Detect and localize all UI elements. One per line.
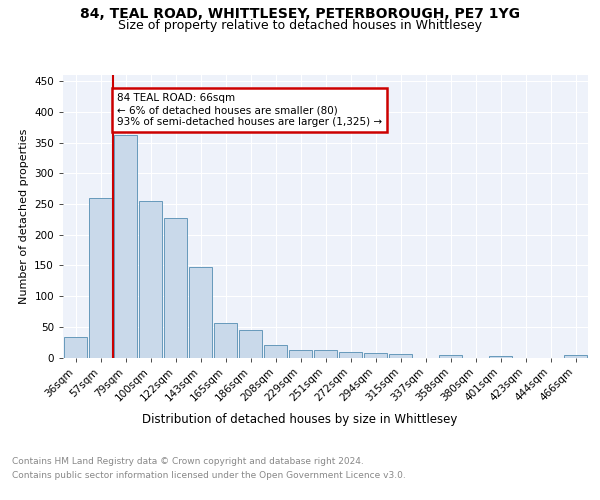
Bar <box>214 323 238 358</box>
Text: Distribution of detached houses by size in Whittlesey: Distribution of detached houses by size … <box>142 412 458 426</box>
Bar <box>389 354 412 358</box>
Bar <box>563 355 587 358</box>
Bar <box>488 356 512 358</box>
Bar <box>338 352 362 358</box>
Bar <box>364 352 388 358</box>
Y-axis label: Number of detached properties: Number of detached properties <box>19 128 29 304</box>
Bar <box>263 345 287 358</box>
Text: 84 TEAL ROAD: 66sqm
← 6% of detached houses are smaller (80)
93% of semi-detache: 84 TEAL ROAD: 66sqm ← 6% of detached hou… <box>117 94 382 126</box>
Bar <box>314 350 337 358</box>
Bar <box>164 218 187 358</box>
Text: Contains public sector information licensed under the Open Government Licence v3: Contains public sector information licen… <box>12 471 406 480</box>
Bar <box>188 266 212 358</box>
Text: 84, TEAL ROAD, WHITTLESEY, PETERBOROUGH, PE7 1YG: 84, TEAL ROAD, WHITTLESEY, PETERBOROUGH,… <box>80 8 520 22</box>
Bar <box>139 201 163 358</box>
Bar <box>239 330 262 357</box>
Bar <box>89 198 112 358</box>
Bar <box>289 350 313 358</box>
Bar <box>439 355 463 358</box>
Bar <box>113 135 137 358</box>
Text: Size of property relative to detached houses in Whittlesey: Size of property relative to detached ho… <box>118 18 482 32</box>
Bar <box>64 337 88 357</box>
Text: Contains HM Land Registry data © Crown copyright and database right 2024.: Contains HM Land Registry data © Crown c… <box>12 458 364 466</box>
